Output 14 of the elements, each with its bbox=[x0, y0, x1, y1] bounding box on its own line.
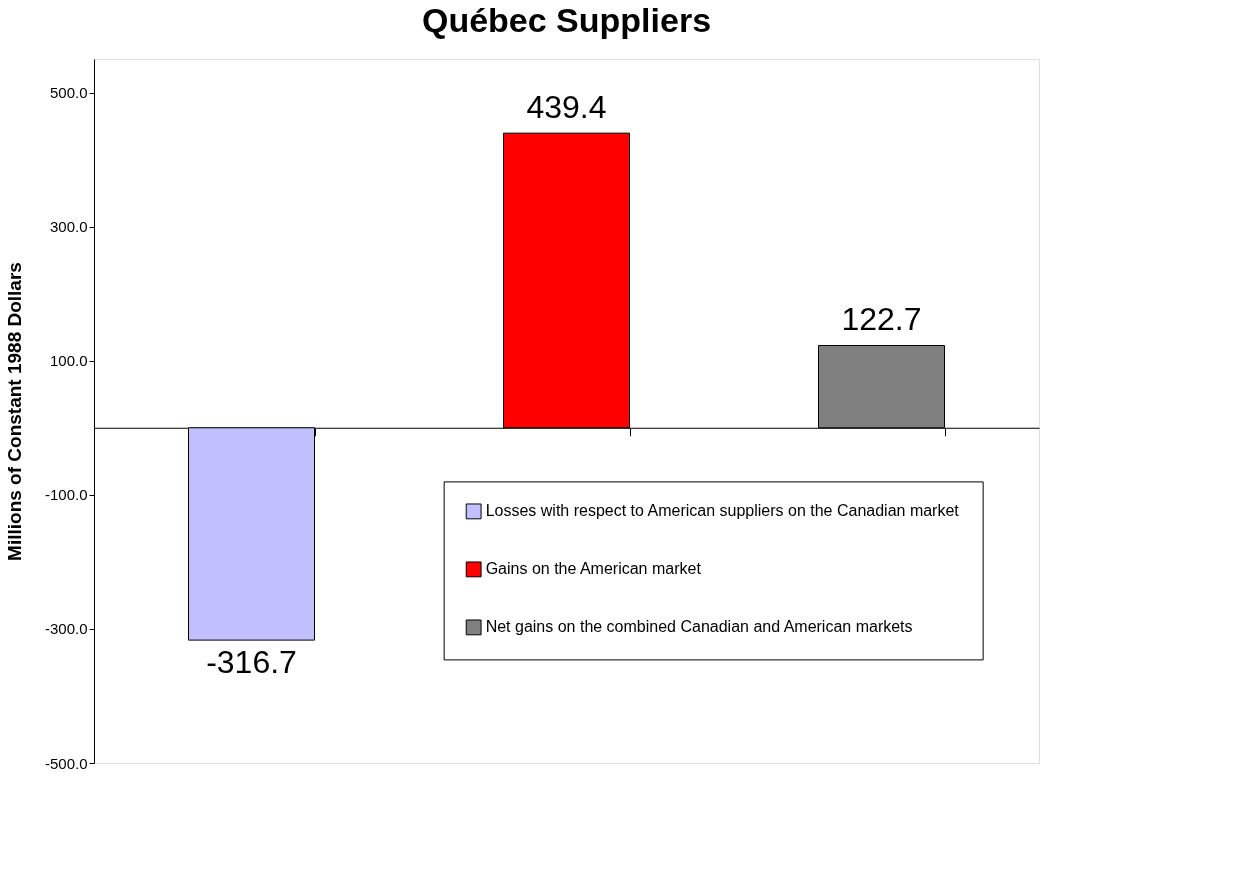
data-label: -316.7 bbox=[206, 644, 297, 681]
y-tick-label: 500.0 bbox=[49, 84, 88, 102]
chart-title: Québec Suppliers bbox=[421, 1, 712, 39]
data-label: 122.7 bbox=[841, 301, 922, 338]
y-tick-label: -300.0 bbox=[44, 620, 88, 638]
legend-label: Losses with respect to American suppliers on the Canadian market bbox=[485, 502, 960, 520]
y-axis-title: Millions of Constant 1988 Dollars bbox=[3, 262, 25, 561]
legend-label: Gains on the American market bbox=[485, 560, 702, 578]
y-tick-label: 100.0 bbox=[49, 352, 88, 370]
data-label: 439.4 bbox=[526, 89, 607, 126]
y-tick-label: -500.0 bbox=[44, 754, 88, 772]
y-tick-label: -100.0 bbox=[44, 486, 88, 504]
y-tick-label: 300.0 bbox=[49, 218, 88, 236]
legend-label: Net gains on the combined Canadian and American markets bbox=[485, 618, 913, 636]
